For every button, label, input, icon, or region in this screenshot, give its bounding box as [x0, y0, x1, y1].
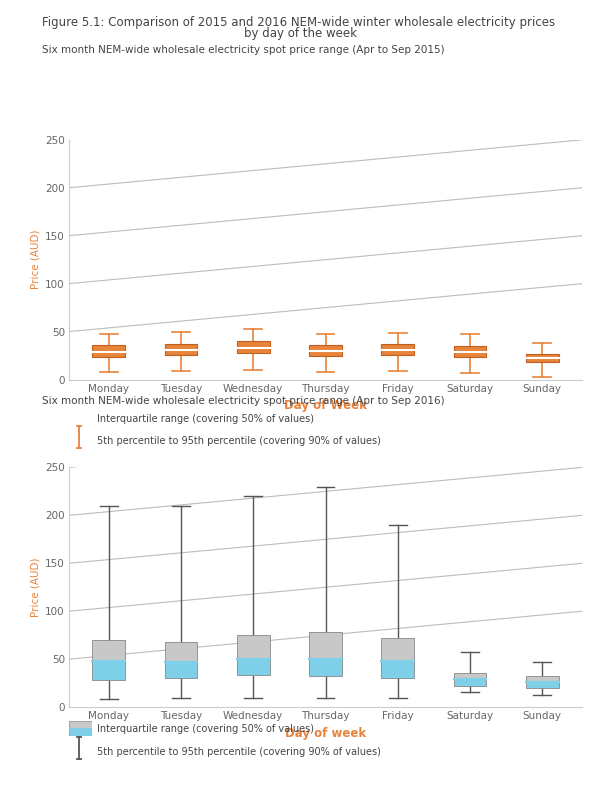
Bar	[69, 721, 92, 729]
Text: Figure 5.1: Comparison of 2015 and 2016 NEM-wide winter wholesale electricity pr: Figure 5.1: Comparison of 2015 and 2016 …	[42, 16, 555, 29]
Bar	[237, 341, 269, 352]
Text: Interquartile range (covering 50% of values): Interquartile range (covering 50% of val…	[97, 414, 314, 423]
Bar	[237, 635, 269, 659]
Text: Six month NEM-wide wholesale electricity spot price range (Apr to Sep 2015): Six month NEM-wide wholesale electricity…	[42, 45, 445, 55]
Bar	[92, 345, 125, 356]
Y-axis label: Price (AUD): Price (AUD)	[31, 558, 41, 617]
Bar	[92, 661, 125, 680]
Bar	[526, 682, 559, 688]
Text: 5th percentile to 95th percentile (covering 90% of values): 5th percentile to 95th percentile (cover…	[97, 436, 380, 446]
Bar	[92, 640, 125, 661]
Bar	[165, 344, 197, 355]
Bar	[69, 729, 92, 736]
Y-axis label: Price (AUD): Price (AUD)	[31, 230, 41, 289]
Text: Interquartile range (covering 50% of values): Interquartile range (covering 50% of val…	[97, 725, 314, 734]
Bar	[454, 673, 486, 679]
Bar	[309, 345, 342, 356]
Bar	[382, 661, 414, 678]
Bar	[382, 344, 414, 355]
Bar	[165, 642, 197, 662]
X-axis label: Day of Week: Day of Week	[284, 400, 367, 412]
Bar	[237, 659, 269, 675]
Bar	[382, 638, 414, 661]
Text: by day of the week: by day of the week	[244, 27, 356, 40]
X-axis label: Day of week: Day of week	[285, 727, 366, 740]
Bar	[309, 632, 342, 659]
Bar	[454, 679, 486, 686]
Bar	[526, 677, 559, 682]
Bar	[165, 662, 197, 678]
Bar	[309, 659, 342, 677]
Text: Six month NEM-wide wholesale electricity spot price range (Apr to Sep 2016): Six month NEM-wide wholesale electricity…	[42, 396, 445, 406]
Text: 5th percentile to 95th percentile (covering 90% of values): 5th percentile to 95th percentile (cover…	[97, 747, 380, 757]
Bar	[526, 354, 559, 362]
Bar	[454, 346, 486, 356]
